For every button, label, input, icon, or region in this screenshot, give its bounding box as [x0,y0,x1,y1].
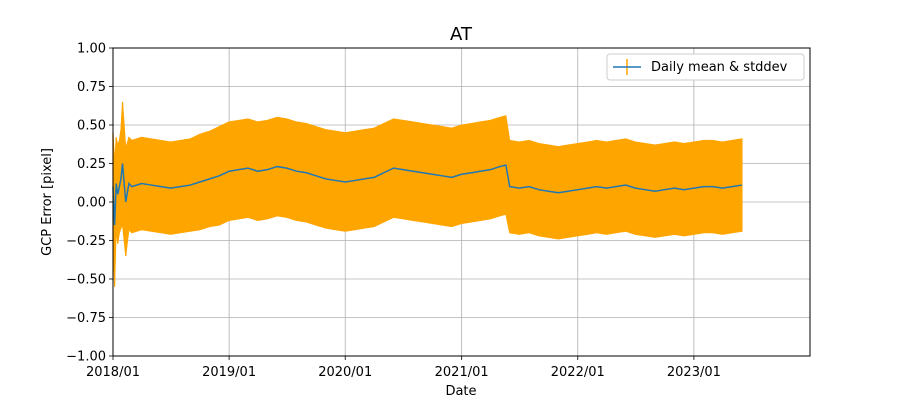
y-tick-label: −0.50 [66,273,106,288]
x-tick-label: 2019/01 [202,365,256,380]
x-tick-label: 2022/01 [551,365,605,380]
y-tick-label: 0.50 [77,119,106,134]
x-tick-label: 2023/01 [667,365,721,380]
y-tick-label: 0.75 [77,80,106,95]
y-tick-label: 0.25 [77,157,106,172]
x-tick-label: 2018/01 [86,365,140,380]
chart-title: AT [450,24,473,45]
series-lines [112,163,743,226]
y-tick-label: 1.00 [77,42,106,57]
legend: Daily mean & stddev [606,53,805,81]
x-axis-label: Date [445,384,476,399]
x-tick-label: 2021/01 [435,365,489,380]
y-tick-label: 0.00 [77,196,106,211]
x-tick-label: 2020/01 [318,365,372,380]
errorbar-band [112,101,743,287]
y-tick-label: −0.25 [66,234,106,249]
y-tick-label: −1.00 [66,350,106,365]
legend-box [606,53,805,81]
y-tick-label: −0.75 [66,311,106,326]
errorbars [112,101,743,287]
x-axis: 2018/01 2019/01 2020/01 2021/01 2022/01 2023/… [86,356,721,380]
y-axis: −1.00 −0.75 −0.50 −0.25 0.00 0.25 0.50 0.75 1.00 [66,42,113,365]
legend-label: Daily mean & stddev [651,60,788,75]
y-axis-label: GCP Error [pixel] [40,148,55,256]
mean-line [112,163,743,226]
